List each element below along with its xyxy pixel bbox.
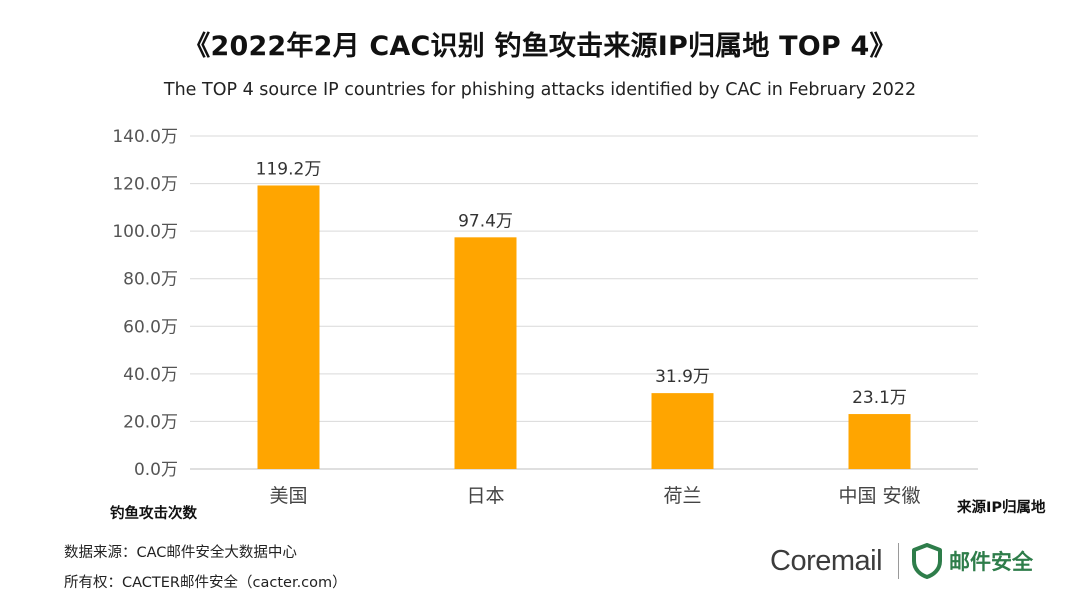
y-tick-label: 40.0万	[123, 365, 178, 385]
y-tick-label: 0.0万	[134, 460, 178, 480]
cacter-logo-text: 邮件安全	[949, 550, 1034, 574]
bar	[848, 414, 911, 469]
x-category-label: 日本	[466, 485, 504, 507]
y-tick-label: 60.0万	[123, 317, 178, 337]
coremail-logo: Coremail	[770, 544, 883, 577]
chart-subtitle: The TOP 4 source IP countries for phishi…	[163, 80, 917, 100]
shield-icon	[912, 543, 943, 579]
data-label: 31.9万	[655, 367, 710, 387]
brand-logos: Coremail 邮件安全	[770, 540, 1033, 582]
y-tick-label: 80.0万	[123, 270, 178, 290]
y-axis-title: 钓鱼攻击次数	[110, 506, 197, 522]
bar	[651, 393, 714, 469]
bar	[454, 237, 517, 469]
y-tick-label: 100.0万	[112, 222, 178, 242]
x-category-label: 荷兰	[663, 485, 701, 507]
data-label: 97.4万	[458, 211, 513, 231]
copyright-note: 所有权：CACTER邮件安全（cacter.com）	[64, 575, 347, 591]
bar	[257, 185, 320, 469]
data-label: 119.2万	[256, 159, 322, 179]
y-tick-label: 20.0万	[123, 412, 178, 432]
data-source-note: 数据来源：CAC邮件安全大数据中心	[64, 545, 297, 561]
logo-divider	[898, 543, 900, 579]
chart-title: 《2022年2月 CAC识别 钓鱼攻击来源IP归属地 TOP 4》	[183, 31, 897, 62]
x-category-label: 中国 安徽	[838, 485, 920, 507]
data-label: 23.1万	[852, 388, 907, 408]
x-axis-title: 来源IP归属地	[957, 500, 1046, 516]
y-tick-label: 120.0万	[112, 175, 178, 195]
y-tick-label: 140.0万	[112, 127, 178, 147]
x-category-label: 美国	[269, 485, 307, 507]
